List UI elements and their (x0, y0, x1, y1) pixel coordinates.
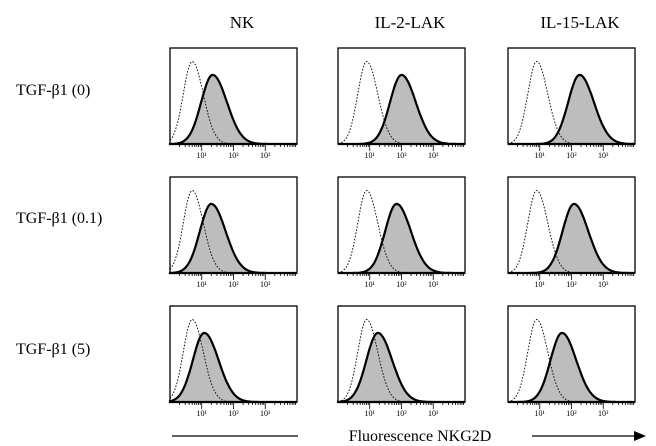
row-label-tgf-0-1: TGF-β1 (0.1) (16, 210, 102, 227)
tick-label: 10¹ (365, 280, 376, 289)
histogram-panel: 10¹ 10² 10³ (337, 47, 466, 160)
tick-label: 10³ (598, 409, 609, 418)
column-label-nk: NK (230, 13, 255, 32)
tick-label: 10³ (428, 280, 439, 289)
tick-label: 10² (396, 409, 407, 418)
tick-label: 10³ (598, 280, 609, 289)
histogram-panel: 10¹ 10² 10³ (507, 47, 636, 160)
tick-label: 10² (566, 151, 577, 160)
axis-arrow-icon (634, 431, 646, 441)
stained-histogram (338, 202, 465, 275)
tick-label: 10² (396, 151, 407, 160)
tick-label: 10² (228, 409, 239, 418)
histogram-panel: 10¹ 10² 10³ (168, 305, 298, 418)
histogram-panel: 10¹ 10² 10³ (336, 305, 466, 418)
tick-label: 10² (228, 280, 239, 289)
column-label-il15-lak: IL-15-LAK (540, 13, 620, 32)
tick-label: 10¹ (197, 151, 208, 160)
tick-label: 10³ (428, 151, 439, 160)
tick-label: 10¹ (365, 151, 376, 160)
histogram-panel: 10¹ 10² 10³ (507, 305, 636, 418)
tick-label: 10³ (260, 151, 271, 160)
tick-label: 10¹ (197, 409, 208, 418)
stained-histogram (336, 331, 465, 404)
row-label-tgf-0: TGF-β1 (0) (16, 82, 90, 99)
stained-histogram (338, 73, 465, 146)
tick-label: 10² (396, 280, 407, 289)
tick-label: 10² (228, 151, 239, 160)
stained-histogram (168, 73, 297, 146)
column-label-il2-lak: IL-2-LAK (375, 13, 447, 32)
tick-label: 10¹ (535, 151, 546, 160)
tick-label: 10² (566, 280, 577, 289)
tick-label: 10¹ (197, 280, 208, 289)
tick-label: 10² (566, 409, 577, 418)
tick-label: 10³ (428, 409, 439, 418)
tick-label: 10¹ (535, 409, 546, 418)
histogram-panel: 10¹ 10² 10³ (337, 176, 466, 289)
tick-label: 10³ (598, 151, 609, 160)
tick-label: 10¹ (535, 280, 546, 289)
tick-label: 10³ (260, 280, 271, 289)
row-label-tgf-5: TGF-β1 (5) (16, 341, 90, 358)
x-axis-label: Fluorescence NKG2D (349, 428, 492, 445)
stained-histogram (168, 202, 297, 275)
stained-histogram (508, 331, 635, 404)
histogram-panel: 10¹ 10² 10³ (507, 176, 636, 289)
tick-label: 10³ (260, 409, 271, 418)
histogram-panel: 10¹ 10² 10³ (168, 47, 298, 160)
stained-histogram (508, 202, 635, 275)
stained-histogram (508, 73, 636, 146)
tick-label: 10¹ (365, 409, 376, 418)
stained-histogram (168, 331, 297, 404)
histogram-panel: 10¹ 10² 10³ (168, 176, 298, 289)
